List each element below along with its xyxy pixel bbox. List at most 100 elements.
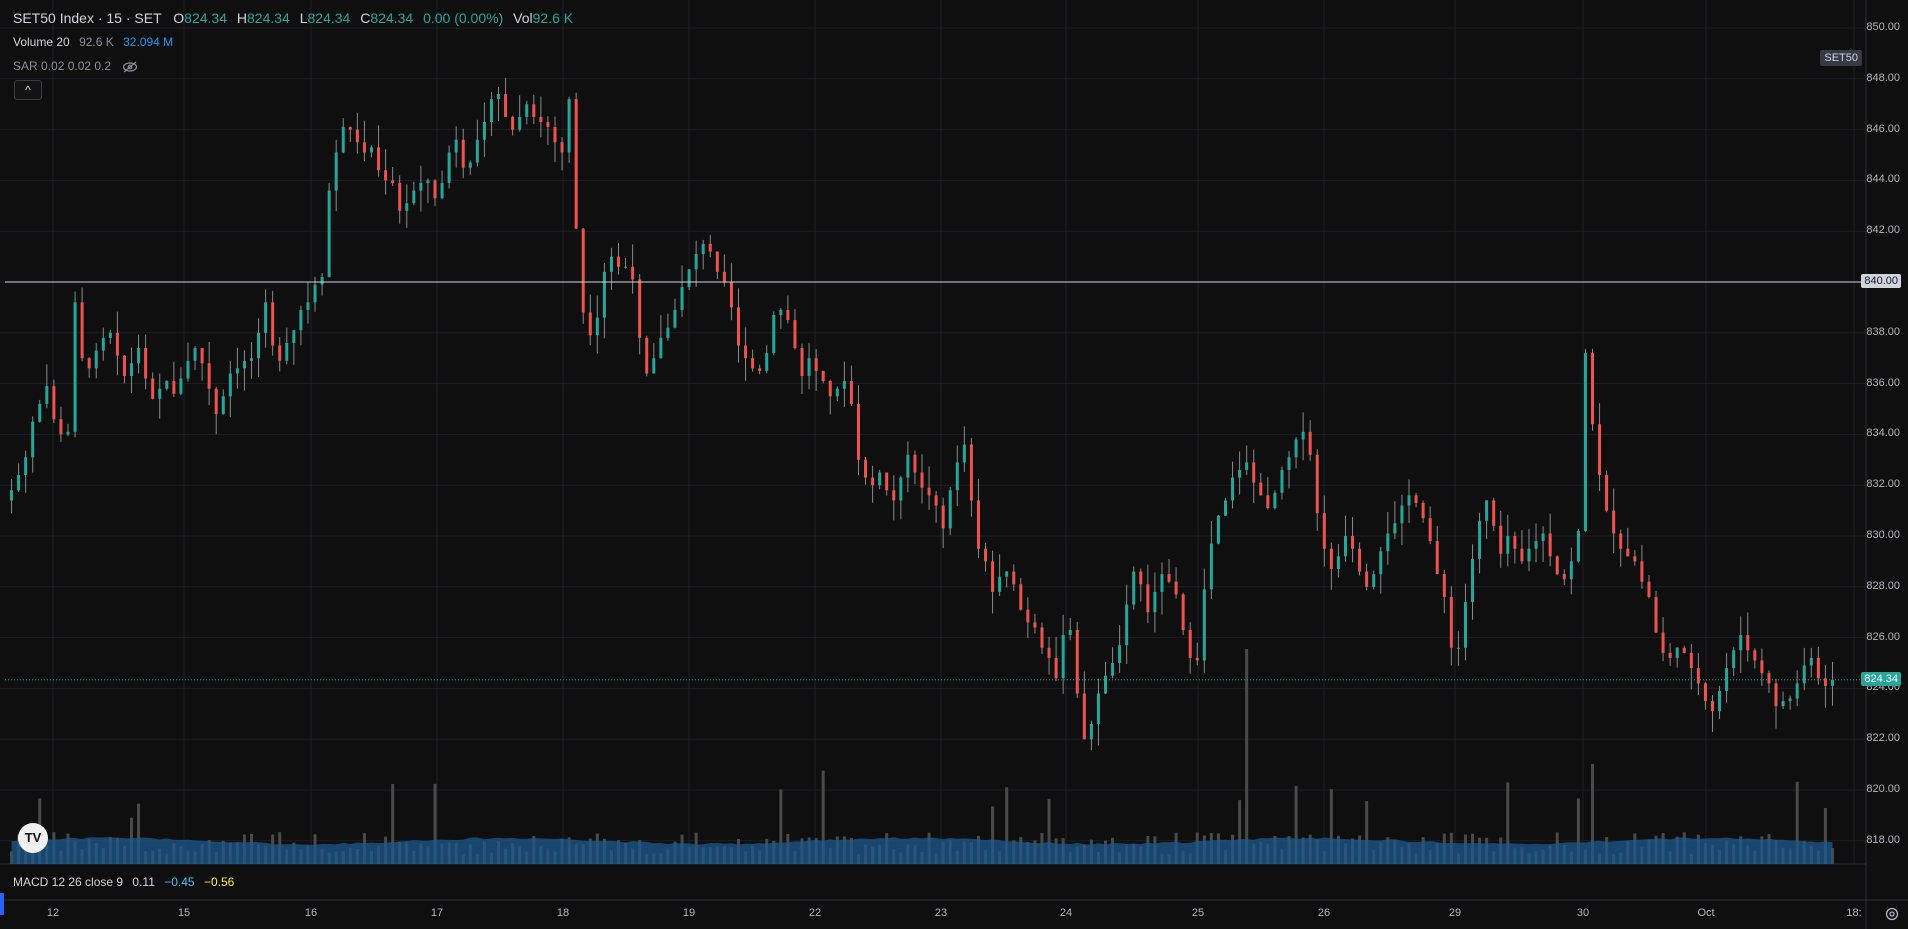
high-value: 824.34: [247, 10, 290, 26]
candle-body: [1428, 518, 1432, 542]
candle-body: [588, 312, 592, 336]
sar-legend[interactable]: SAR 0.02 0.02 0.2: [13, 59, 138, 73]
candle-body: [52, 386, 56, 420]
candle-body: [475, 139, 479, 163]
candle-body: [130, 363, 134, 376]
candle-body: [1266, 495, 1270, 509]
candle-body: [856, 403, 860, 460]
price-axis-label: 822.00: [1866, 732, 1900, 745]
candle-body: [1174, 581, 1178, 595]
candle-body: [1767, 673, 1771, 684]
candle-body: [271, 302, 275, 346]
candle-body: [793, 320, 797, 349]
candle-body: [334, 152, 338, 191]
candle-body: [765, 353, 769, 371]
tradingview-logo[interactable]: TV: [18, 823, 48, 853]
candle-body: [1816, 657, 1820, 679]
candle-body: [278, 345, 282, 361]
candle-body: [906, 454, 910, 478]
price-axis-label: 846.00: [1866, 122, 1900, 135]
candle-body: [525, 104, 529, 117]
candle-body: [221, 396, 225, 415]
macd-legend[interactable]: MACD 12 26 close 9 0.11 −0.45 −0.56: [13, 875, 234, 889]
candle-body: [1732, 650, 1736, 669]
time-axis-label: 17: [430, 907, 444, 919]
candle-body: [892, 490, 896, 501]
candle-body: [355, 129, 359, 143]
price-axis-label: 834.00: [1866, 427, 1900, 440]
collapse-legend-button[interactable]: ^: [14, 80, 42, 100]
volume-bar: [821, 770, 825, 864]
candle-body: [447, 152, 451, 183]
candle-body: [1238, 469, 1242, 478]
volume-bar: [391, 784, 395, 864]
candle-body: [1082, 693, 1086, 740]
candle-body: [1259, 482, 1263, 496]
candle-body: [998, 576, 1002, 592]
volume-legend[interactable]: Volume 20 92.6 K 32.094 M: [13, 35, 173, 49]
settings-gear-icon[interactable]: [1884, 906, 1900, 922]
candle-body: [687, 269, 691, 288]
time-axis-label: 30: [1576, 907, 1590, 919]
crosshair-price-tag: 840.00: [1861, 274, 1901, 288]
candle-body: [991, 561, 995, 592]
eye-hidden-icon[interactable]: [122, 61, 138, 73]
candle-body: [666, 327, 670, 338]
candle-body: [835, 388, 839, 397]
candle-body: [1181, 594, 1185, 630]
candle-body: [482, 121, 486, 140]
volume-indicator-name: Volume 20: [13, 35, 70, 49]
candle-body: [1068, 629, 1072, 636]
volume-bar: [1823, 807, 1827, 864]
candle-body: [1598, 424, 1602, 476]
candle-body: [800, 348, 804, 376]
time-axis-label: 16: [304, 907, 318, 919]
candle-body: [1372, 574, 1376, 587]
candle-body: [1033, 622, 1037, 628]
candle-body: [955, 462, 959, 491]
candle-body: [497, 94, 501, 100]
pane-resize-handle[interactable]: [0, 893, 4, 915]
price-axis-label: 832.00: [1866, 478, 1900, 491]
last-price-tag: 824.34: [1861, 671, 1901, 686]
symbol-title[interactable]: SET50 Index · 15 · SET: [13, 10, 162, 26]
candle-body: [1569, 561, 1573, 580]
candle-body: [1654, 596, 1658, 633]
change-value: 0.00 (0.00%): [423, 10, 504, 26]
candle-body: [1351, 536, 1355, 549]
candle-body: [1619, 533, 1623, 549]
time-axis-label: 15: [177, 907, 191, 919]
sar-indicator-name: SAR 0.02 0.02 0.2: [13, 59, 112, 73]
candle-body: [1188, 629, 1192, 658]
candle-body: [976, 500, 980, 549]
main-legend: SET50 Index · 15 · SET O824.34 H824.34 L…: [13, 10, 573, 26]
candle-body: [377, 147, 381, 171]
candle-body: [1308, 431, 1312, 455]
price-axis-label: 838.00: [1866, 325, 1900, 338]
volume-bar: [137, 803, 141, 864]
candle-body: [1788, 698, 1792, 702]
candle-body: [814, 358, 818, 371]
candle-body: [1421, 502, 1425, 519]
candle-body: [744, 345, 748, 359]
candle-body: [391, 180, 395, 183]
candle-body: [1414, 495, 1418, 503]
volume-bar: [779, 789, 783, 864]
volume-bar: [1591, 763, 1595, 864]
candle-body: [249, 358, 253, 361]
candle-body: [1520, 548, 1524, 562]
candle-body: [384, 170, 388, 181]
candle-body: [602, 271, 606, 318]
candle-body: [412, 190, 416, 204]
candle-body: [108, 332, 112, 338]
candle-body: [871, 477, 875, 486]
candle-body: [1739, 635, 1743, 651]
candle-body: [1548, 533, 1552, 557]
candle-body: [1661, 632, 1665, 653]
candle-body: [1273, 492, 1277, 509]
candle-body: [1562, 574, 1566, 580]
candle-body: [1492, 500, 1496, 526]
candle-body: [1682, 647, 1686, 653]
high-label: H: [236, 10, 247, 26]
